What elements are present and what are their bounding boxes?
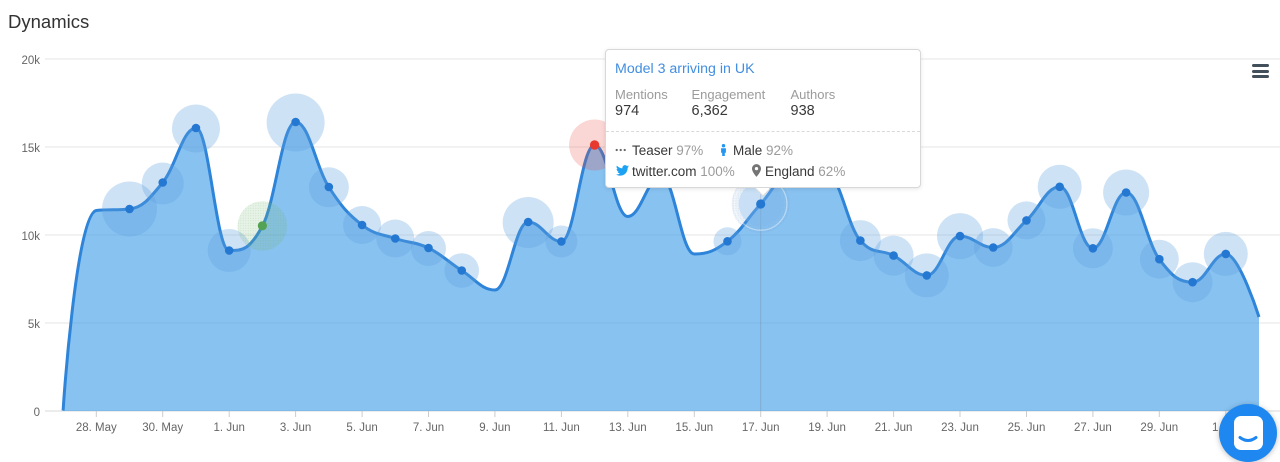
svg-text:9. Jun: 9. Jun bbox=[479, 422, 510, 434]
svg-text:19. Jun: 19. Jun bbox=[808, 422, 846, 434]
svg-text:5. Jun: 5. Jun bbox=[346, 422, 377, 434]
svg-text:10k: 10k bbox=[21, 231, 40, 243]
svg-text:29. Jun: 29. Jun bbox=[1140, 422, 1178, 434]
svg-text:25. Jun: 25. Jun bbox=[1008, 422, 1046, 434]
svg-text:5k: 5k bbox=[28, 319, 40, 331]
svg-text:15k: 15k bbox=[21, 143, 40, 155]
svg-text:23. Jun: 23. Jun bbox=[941, 422, 979, 434]
svg-text:0: 0 bbox=[34, 407, 40, 419]
svg-text:15. Jun: 15. Jun bbox=[675, 422, 713, 434]
svg-text:3. Jun: 3. Jun bbox=[280, 422, 311, 434]
svg-text:28. May: 28. May bbox=[76, 422, 117, 434]
svg-text:13. Jun: 13. Jun bbox=[609, 422, 647, 434]
svg-text:17. Jun: 17. Jun bbox=[742, 422, 780, 434]
svg-text:30. May: 30. May bbox=[142, 422, 183, 434]
svg-text:7. Jun: 7. Jun bbox=[413, 422, 444, 434]
svg-text:1. Jun: 1. Jun bbox=[214, 422, 245, 434]
svg-text:20k: 20k bbox=[21, 55, 40, 67]
svg-text:21. Jun: 21. Jun bbox=[875, 422, 913, 434]
svg-text:27. Jun: 27. Jun bbox=[1074, 422, 1112, 434]
svg-text:11. Jun: 11. Jun bbox=[543, 422, 580, 434]
